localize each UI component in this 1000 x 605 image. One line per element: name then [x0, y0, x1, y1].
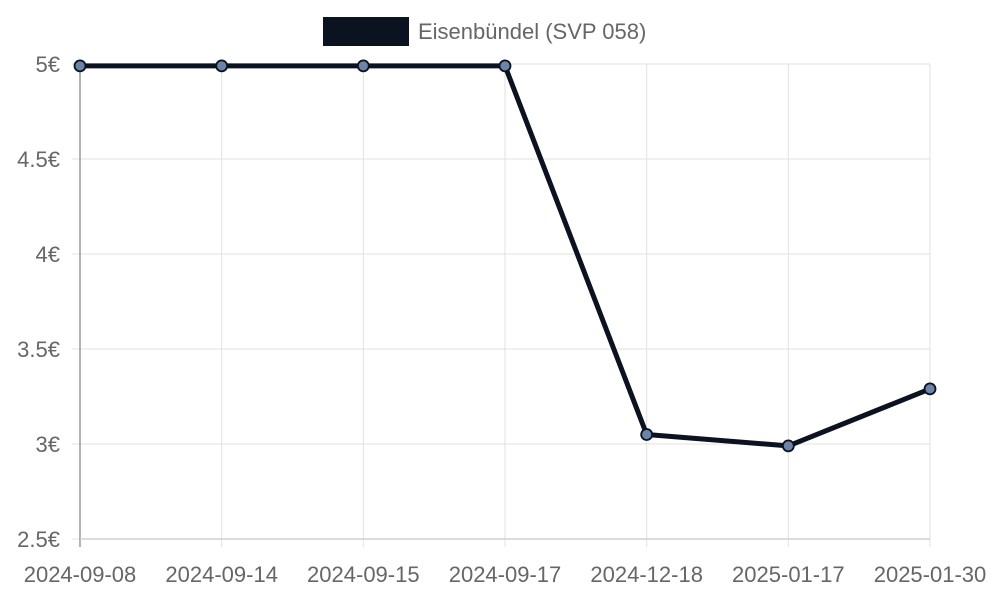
- data-point: [498, 59, 512, 73]
- legend-swatch[interactable]: [323, 17, 409, 46]
- y-tick-label: 4.5€: [17, 147, 60, 172]
- x-tick-label: 2024-09-14: [165, 562, 278, 587]
- data-point: [356, 59, 370, 73]
- y-tick-label: 4€: [36, 242, 60, 267]
- y-tick-label: 3€: [36, 432, 60, 457]
- x-tick-label: 2025-01-17: [732, 562, 845, 587]
- y-tick-label: 5€: [36, 52, 60, 77]
- x-tick-label: 2024-09-17: [449, 562, 562, 587]
- data-point: [215, 59, 229, 73]
- y-tick-label: 3.5€: [17, 337, 60, 362]
- data-point: [781, 439, 795, 453]
- x-tick-label: 2025-01-30: [874, 562, 987, 587]
- y-tick-label: 2.5€: [17, 527, 60, 552]
- legend[interactable]: Eisenbündel (SVP 058): [323, 17, 646, 46]
- x-tick-label: 2024-09-15: [307, 562, 420, 587]
- x-tick-label: 2024-12-18: [590, 562, 703, 587]
- x-tick-label: 2024-09-08: [24, 562, 137, 587]
- grid: [72, 63, 931, 547]
- legend-label[interactable]: Eisenbündel (SVP 058): [418, 19, 646, 44]
- data-point: [640, 428, 654, 441]
- series-layer: [73, 59, 937, 453]
- data-point: [923, 382, 937, 396]
- data-point: [73, 59, 87, 73]
- axes: 2.5€ 3€ 3.5€ 4€ 4.5€ 5€ 2024-09-08 2024-09-14 20…: [17, 52, 986, 587]
